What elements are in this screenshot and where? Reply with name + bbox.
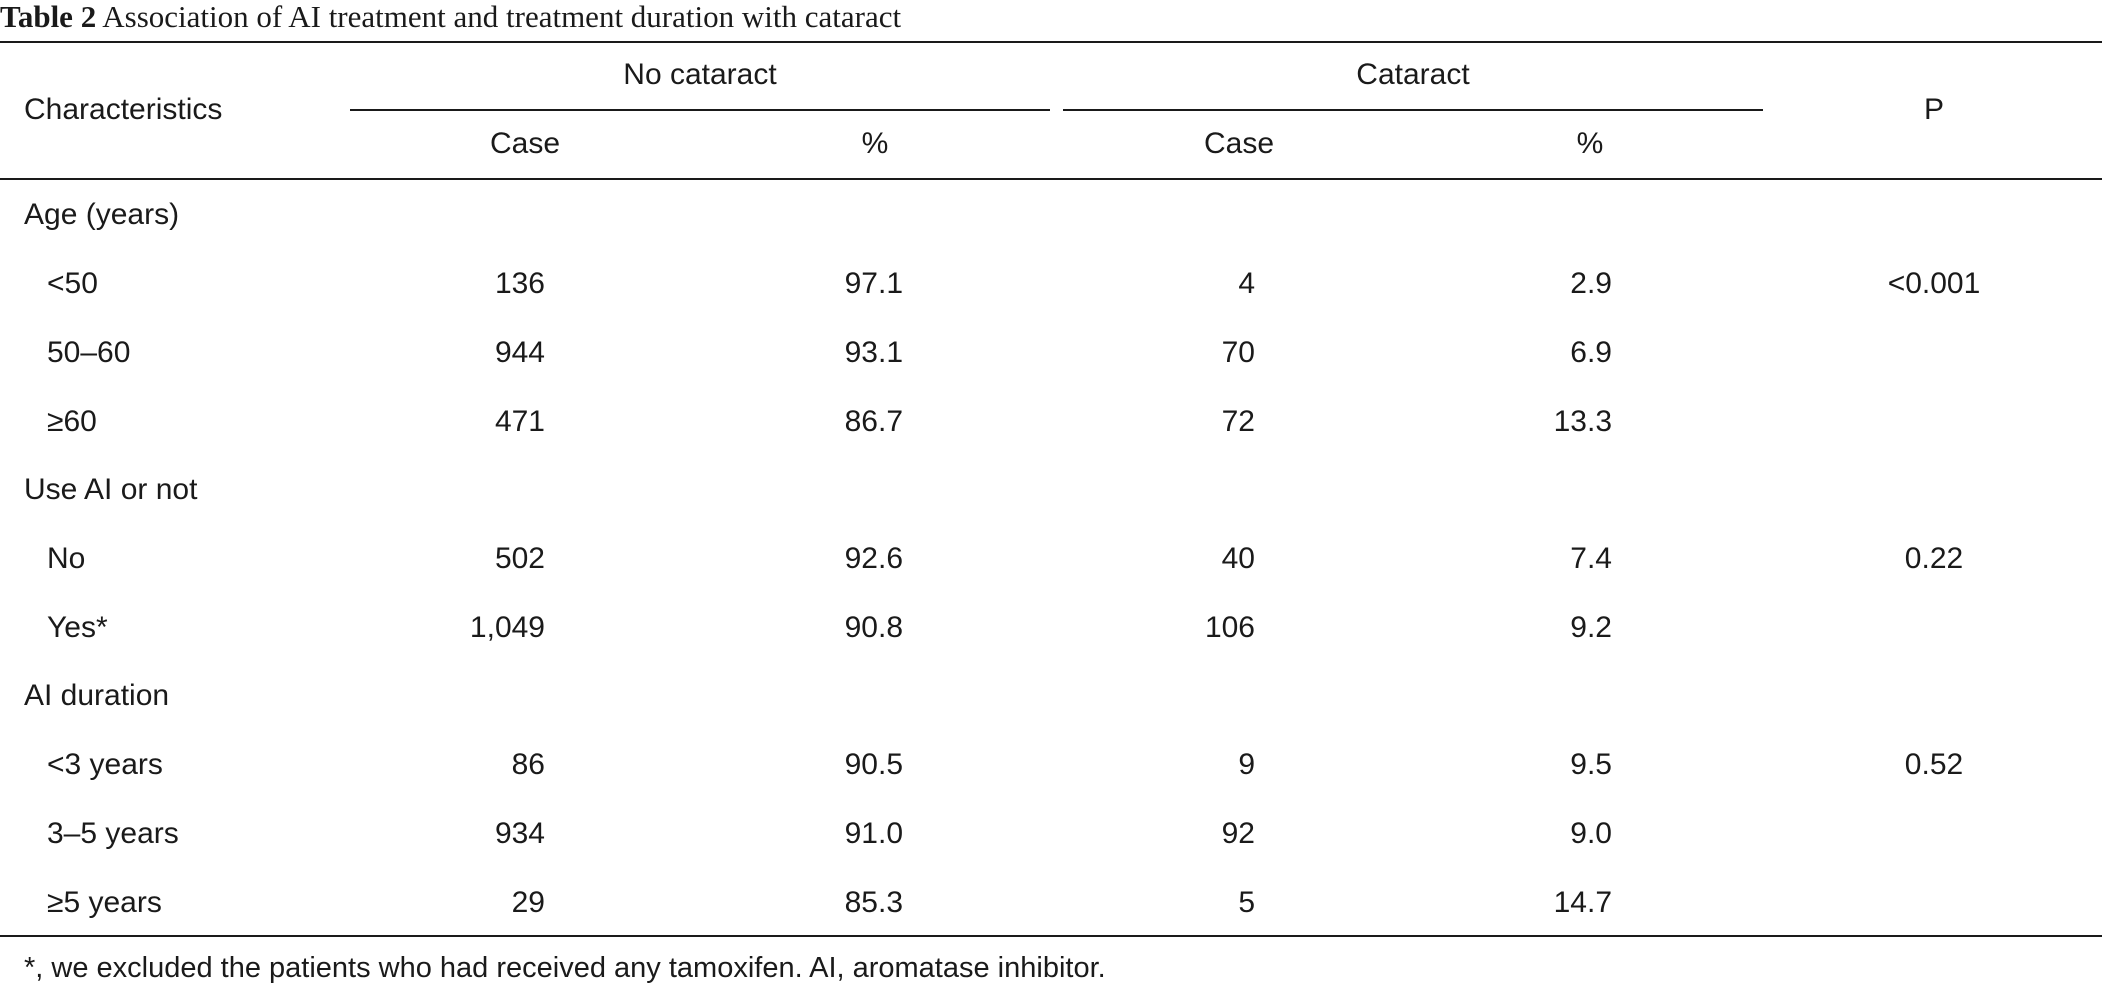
row-nc-case: 136 (494, 267, 545, 300)
row-p-value (1834, 404, 2034, 440)
row-c-case: 70 (1221, 336, 1255, 369)
section-title-age: Age (years) (24, 198, 180, 231)
row-label: <3 years (47, 748, 163, 781)
row-nc-pct: 85.3 (844, 886, 903, 919)
row-label: <50 (47, 267, 98, 300)
row-nc-pct: 91.0 (844, 817, 903, 850)
table-caption-label: Table 2 (0, 0, 97, 34)
row-nc-case: 29 (511, 886, 545, 919)
row-c-pct: 7.4 (1570, 542, 1612, 575)
row-label: 50–60 (47, 336, 131, 369)
row-nc-case: 1,049 (469, 611, 545, 644)
row-nc-case: 471 (494, 405, 545, 438)
row-p-value: 0.22 (1904, 542, 1964, 575)
header-sub-pct-cataract: % (1576, 127, 1604, 160)
row-c-case: 72 (1221, 405, 1255, 438)
row-c-pct: 6.9 (1570, 336, 1612, 369)
row-nc-pct: 92.6 (844, 542, 903, 575)
row-p-value: 0.52 (1904, 748, 1964, 781)
row-p-value (1834, 335, 2034, 371)
row-nc-pct: 93.1 (844, 336, 903, 369)
table-top-rule (0, 41, 2102, 43)
row-nc-pct: 97.1 (844, 267, 903, 300)
header-sub-pct-no-cataract: % (861, 127, 889, 160)
header-sub-case-cataract: Case (1203, 127, 1275, 160)
row-c-case: 106 (1204, 611, 1255, 644)
row-c-pct: 9.2 (1570, 611, 1612, 644)
table-caption: Table 2 Association of AI treatment and … (0, 0, 901, 38)
row-nc-case: 934 (494, 817, 545, 850)
row-nc-case: 502 (494, 542, 545, 575)
row-c-pct: 9.0 (1570, 817, 1612, 850)
table-footnote: *, we excluded the patients who had rece… (24, 952, 1106, 984)
row-c-case: 92 (1221, 817, 1255, 850)
row-nc-pct: 90.8 (844, 611, 903, 644)
row-c-pct: 2.9 (1570, 267, 1612, 300)
header-group-no-cataract: No cataract (623, 58, 777, 91)
row-label: ≥60 (47, 405, 97, 438)
row-c-case: 9 (1238, 748, 1255, 781)
table-header-rule (0, 178, 2102, 180)
row-c-pct: 14.7 (1553, 886, 1612, 919)
row-label: 3–5 years (47, 817, 179, 850)
header-span-rule-no-cataract (350, 109, 1050, 111)
header-sub-case-no-cataract: Case (489, 127, 561, 160)
row-nc-pct: 90.5 (844, 748, 903, 781)
row-p-value (1834, 816, 2034, 852)
section-title-use-ai: Use AI or not (24, 473, 198, 506)
row-c-case: 5 (1238, 886, 1255, 919)
row-label: ≥5 years (47, 886, 162, 919)
row-p-value (1834, 885, 2034, 921)
section-title-ai-duration: AI duration (24, 679, 170, 712)
row-c-pct: 9.5 (1570, 748, 1612, 781)
row-nc-case: 944 (494, 336, 545, 369)
header-group-cataract: Cataract (1356, 58, 1470, 91)
row-c-case: 40 (1221, 542, 1255, 575)
row-c-pct: 13.3 (1553, 405, 1612, 438)
header-span-rule-cataract (1063, 109, 1763, 111)
table-caption-text: Association of AI treatment and treatmen… (102, 0, 902, 34)
header-characteristics: Characteristics (24, 93, 223, 126)
row-label: Yes* (47, 611, 108, 644)
header-p: P (1923, 93, 1944, 126)
row-nc-pct: 86.7 (844, 405, 903, 438)
row-p-value (1834, 610, 2034, 646)
table-bottom-rule (0, 935, 2102, 937)
row-label: No (47, 542, 86, 575)
row-p-value: <0.001 (1887, 267, 1981, 300)
row-nc-case: 86 (511, 748, 545, 781)
row-c-case: 4 (1238, 267, 1255, 300)
